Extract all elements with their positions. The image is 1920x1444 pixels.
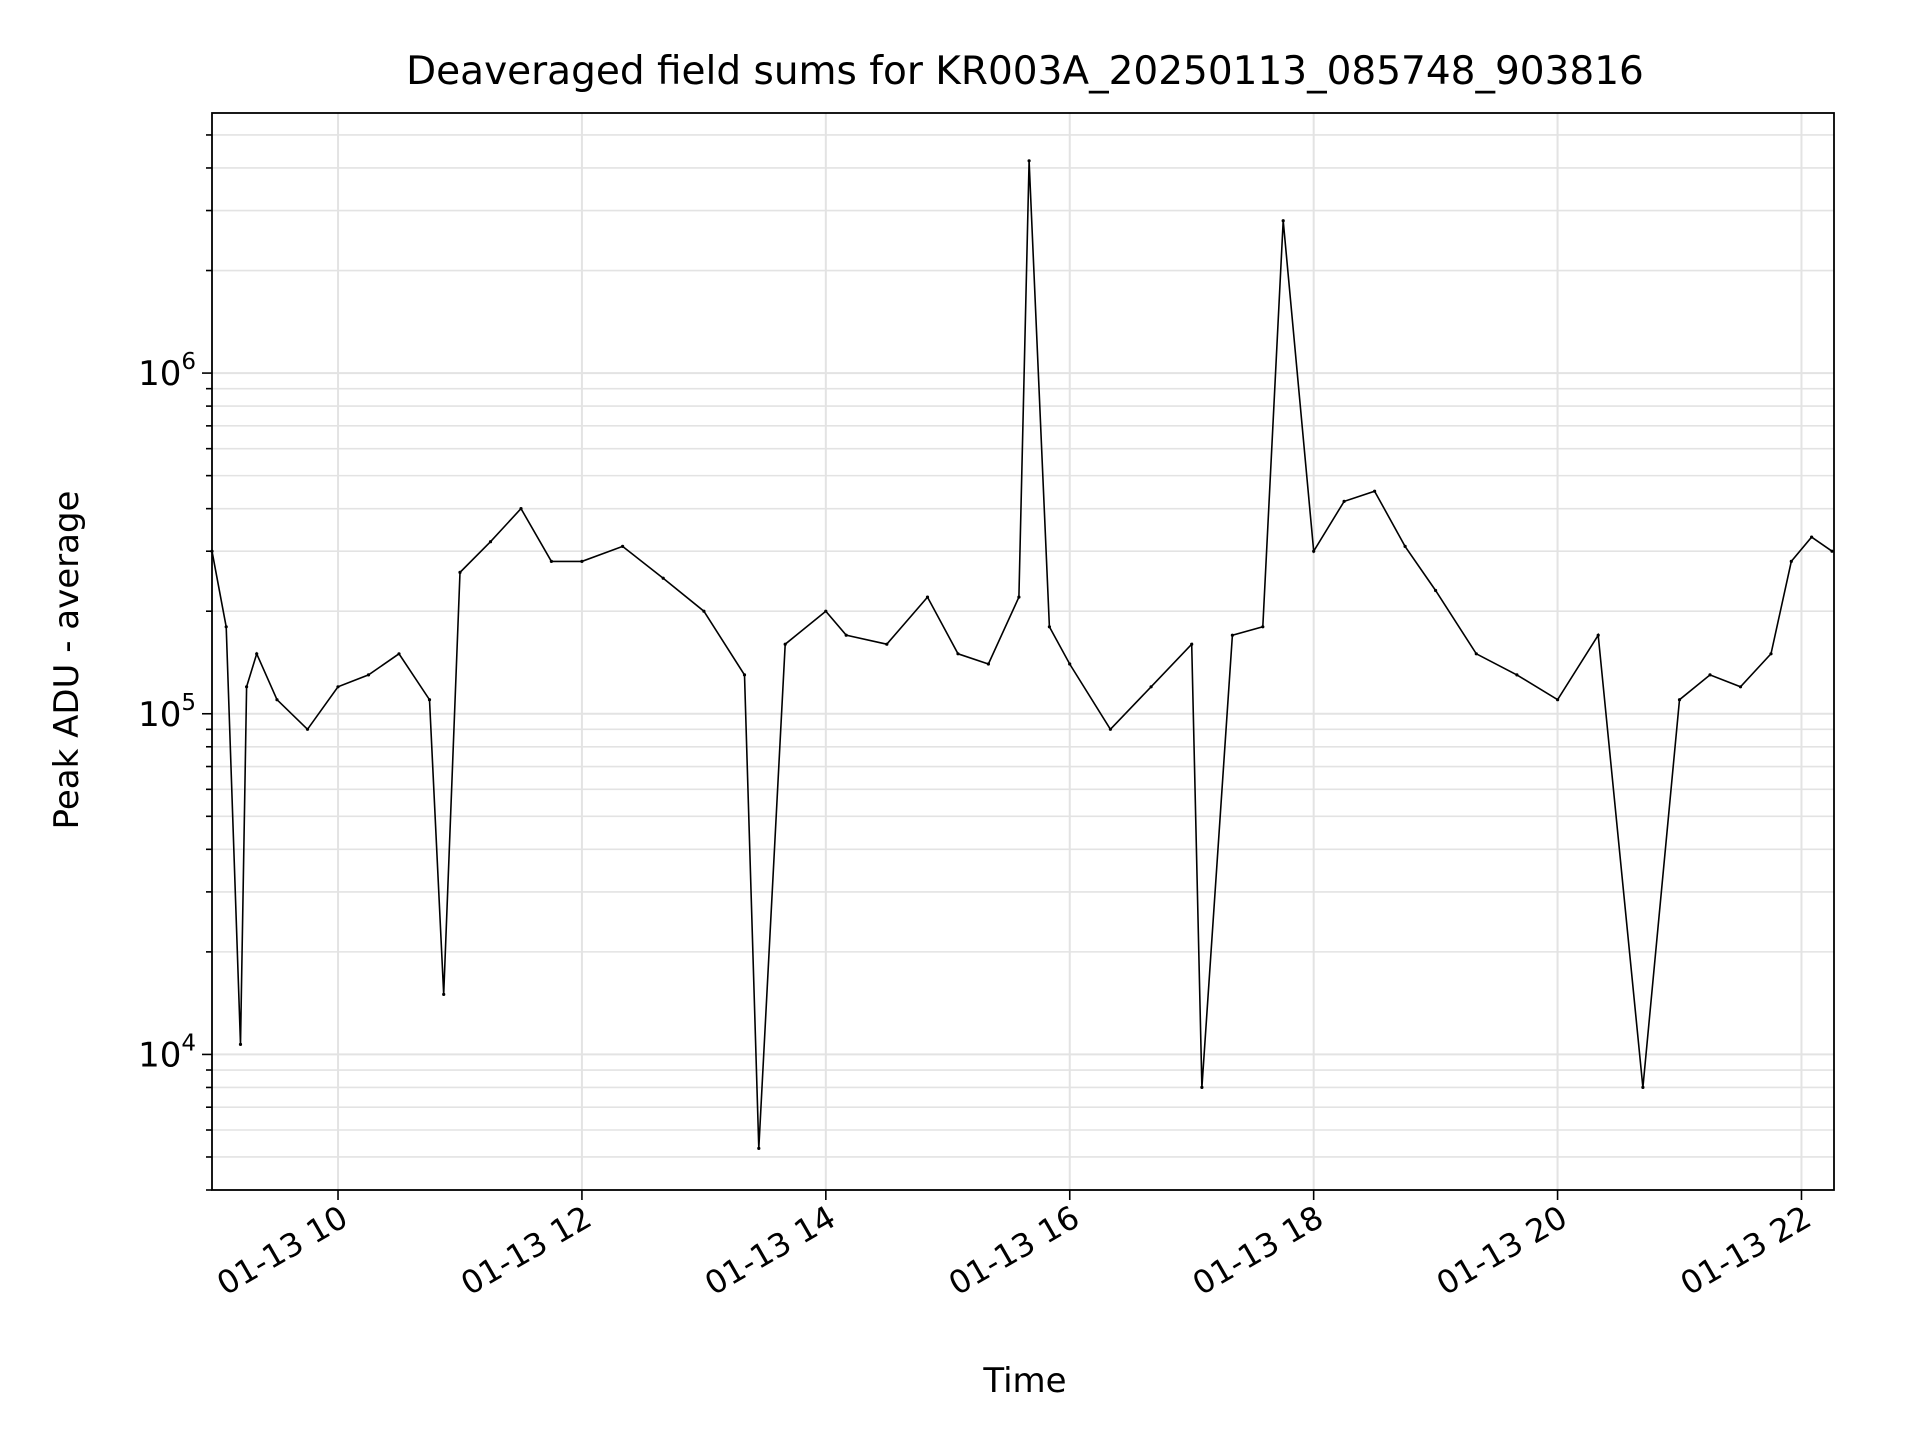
x-tick-label: 01-13 16: [942, 1198, 1086, 1303]
data-point: [1556, 698, 1560, 702]
data-point: [661, 576, 665, 580]
data-point: [1677, 698, 1682, 702]
data-point: [702, 609, 706, 613]
y-tick-label: 105: [138, 690, 196, 735]
data-point: [1830, 549, 1834, 553]
data-point: [366, 673, 371, 677]
data-point: [885, 642, 889, 646]
data-point: [824, 609, 828, 613]
data-point: [442, 992, 446, 997]
data-point: [1403, 544, 1407, 549]
data-point: [1769, 652, 1773, 656]
data-point: [1230, 633, 1234, 637]
grid: [212, 113, 1834, 1191]
x-axis-label: Time: [982, 1361, 1066, 1401]
plot-frame: [211, 112, 1835, 1191]
data-point: [1515, 673, 1519, 677]
x-tick-label: 01-13 20: [1430, 1198, 1574, 1303]
data-point: [844, 633, 848, 637]
data-point: [1200, 1085, 1204, 1089]
data-point: [580, 559, 584, 564]
data-point: [1068, 662, 1072, 666]
data-point: [1596, 633, 1600, 637]
data-point: [757, 1146, 761, 1150]
data-point: [255, 652, 259, 656]
data-point: [238, 1042, 243, 1046]
data-point: [458, 570, 462, 575]
data-point: [1108, 727, 1112, 731]
x-tick-label: 01-13 12: [454, 1198, 598, 1303]
data-point: [1190, 642, 1194, 646]
data-point: [783, 642, 787, 646]
data-layer: [210, 159, 1834, 1150]
data-point: [519, 507, 523, 511]
data-point: [925, 595, 930, 599]
data-point: [621, 544, 625, 549]
ticks: 01-13 10 01-13 12 01-13 14 01-13 16 01-13 18…: [138, 134, 1818, 1303]
data-point: [488, 540, 493, 544]
data-point: [1281, 219, 1285, 223]
data-point: [1708, 673, 1712, 677]
y-tick-label: 104: [138, 1030, 196, 1075]
x-tick-label: 01-13 22: [1674, 1198, 1818, 1303]
data-point: [1017, 595, 1021, 599]
y-axis-label: Peak ADU - average: [47, 491, 87, 830]
data-point: [1641, 1085, 1645, 1089]
chart-title: Deaveraged field sums for KR003A_2025011…: [406, 49, 1644, 94]
data-point: [1261, 625, 1265, 629]
data-point: [224, 625, 228, 629]
data-point: [336, 685, 340, 689]
data-point: [1738, 685, 1743, 689]
y-tick-label: 106: [138, 349, 196, 394]
data-point: [1373, 489, 1377, 493]
data-point: [742, 673, 747, 677]
data-point: [1312, 549, 1316, 553]
series-line: [211, 160, 1833, 1149]
data-point: [275, 698, 279, 702]
data-point: [1789, 559, 1793, 564]
data-point: [245, 685, 249, 689]
data-point: [397, 652, 401, 656]
data-point: [956, 652, 960, 656]
data-point: [1047, 625, 1051, 629]
data-point: [1434, 588, 1438, 593]
x-tick-label: 01-13 10: [210, 1198, 354, 1303]
data-point: [986, 662, 991, 666]
data-point: [305, 727, 310, 731]
data-point: [1149, 685, 1153, 689]
x-tick-label: 01-13 14: [698, 1198, 842, 1303]
x-tick-label: 01-13 18: [1186, 1198, 1330, 1303]
data-point: [1027, 159, 1031, 163]
data-point: [427, 698, 432, 702]
data-point: [1474, 652, 1478, 656]
data-point: [1810, 535, 1814, 539]
data-point: [549, 559, 554, 564]
data-point: [1342, 499, 1346, 503]
